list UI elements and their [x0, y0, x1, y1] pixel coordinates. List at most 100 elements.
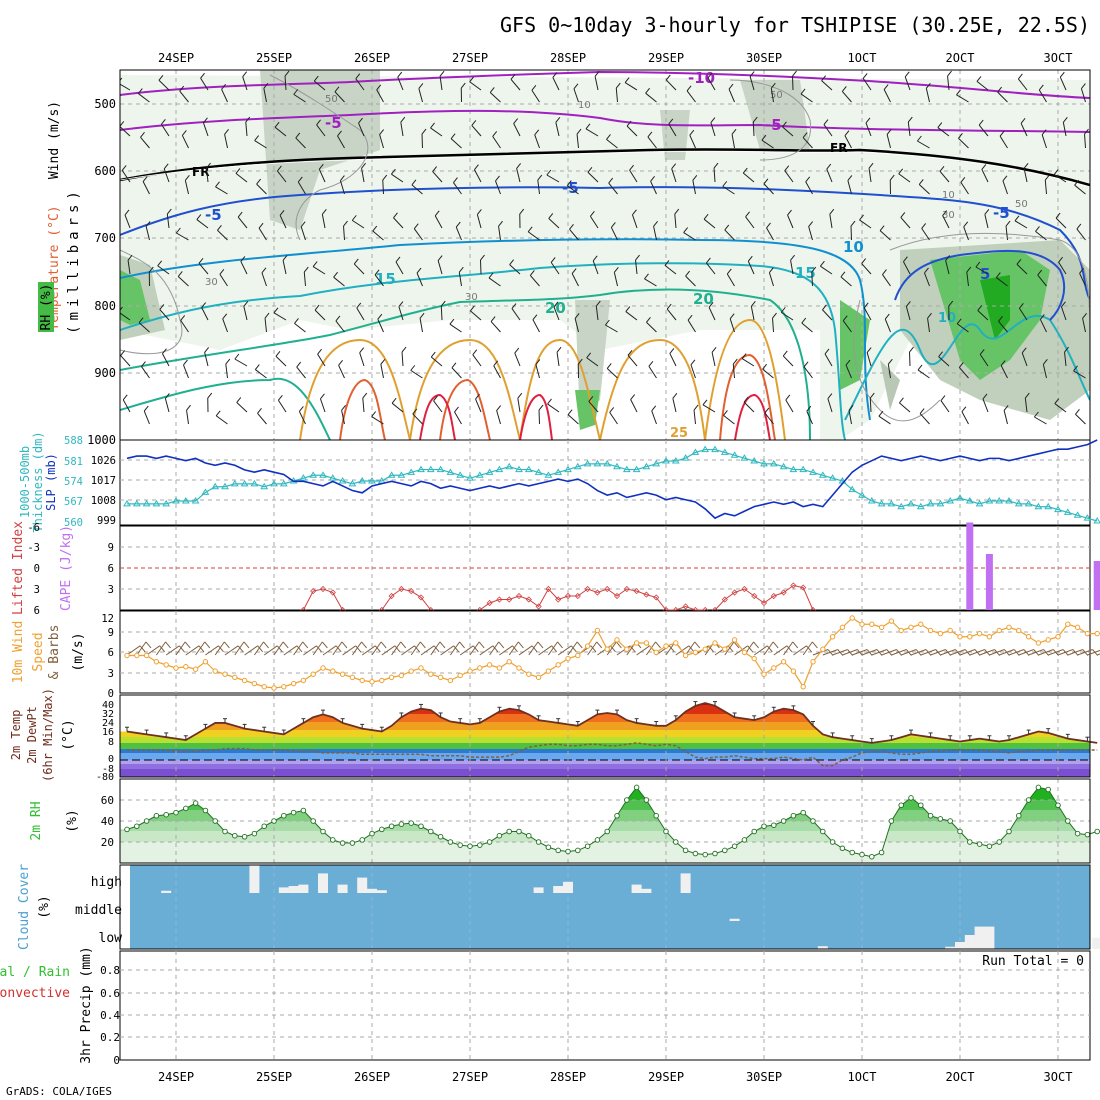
upper-wind-barb	[264, 318, 267, 333]
upper-wind-barb	[1053, 174, 1067, 183]
rh-point	[486, 839, 493, 845]
upper-wind-barb-flag	[513, 118, 519, 124]
upper-wind-barb	[878, 415, 891, 425]
upper-wind-barb-flag	[907, 116, 913, 123]
cloud-bg	[130, 865, 1090, 949]
upper-wind-barb	[1058, 261, 1067, 275]
upper-wind-barb-flag	[337, 130, 342, 137]
upper-wind-barb	[176, 232, 189, 241]
wind-barb	[881, 649, 897, 656]
rh-contour-label: 30	[942, 210, 955, 221]
upper-wind-barb-flag	[803, 361, 809, 368]
upper-wind-barb	[588, 401, 599, 413]
upper-wind-barb-flag	[275, 350, 281, 357]
upper-wind-barb	[610, 227, 618, 241]
upper-wind-barb	[887, 364, 891, 379]
upper-wind-barb-flag	[898, 168, 904, 175]
rh-point	[584, 843, 591, 849]
upper-wind-barb-flag	[159, 304, 165, 310]
upper-wind-barb	[899, 402, 911, 413]
upper-wind-barb-flag	[284, 70, 290, 77]
wind-barb-flag	[512, 645, 518, 653]
upper-wind-barb-flag	[1053, 169, 1059, 175]
wind-barb	[430, 641, 441, 656]
upper-wind-barb-flag	[586, 352, 592, 359]
upper-wind-barb-flag	[274, 121, 280, 128]
upper-wind-barb	[883, 89, 891, 103]
upper-wind-barb	[356, 307, 365, 321]
upper-wind-barb	[339, 180, 345, 195]
upper-wind-barb	[942, 215, 950, 229]
upper-wind-barb	[215, 415, 228, 425]
upper-wind-barb	[844, 135, 852, 149]
footer-credit: GrADS: COLA/IGES	[6, 1085, 112, 1098]
upper-wind-barb-flag	[243, 301, 249, 307]
wind-speed-point	[643, 640, 650, 646]
wind-speed-point	[506, 659, 512, 665]
upper-wind-barb	[982, 398, 989, 413]
wind-barb-flag	[145, 641, 152, 649]
upper-wind-barb	[958, 137, 969, 149]
upper-wind-barb	[630, 399, 638, 413]
upper-wind-barb	[555, 122, 560, 137]
upper-wind-barb-flag	[148, 266, 154, 273]
upper-wind-barb-flag	[567, 409, 573, 415]
thickness-point	[544, 471, 553, 478]
upper-wind-barb	[898, 173, 911, 183]
upper-wind-barb-flag	[261, 267, 267, 274]
upper-wind-barb	[984, 214, 989, 229]
upper-wind-barb-flag	[1062, 116, 1068, 123]
wind-barb	[567, 641, 578, 656]
rh-point	[516, 828, 522, 835]
upper-wind-barb	[1041, 134, 1047, 149]
top-date-labels: 24SEP 25SEP 26SEP 27SEP 28SEP 29SEP 30SE…	[158, 51, 1073, 65]
upper-wind-barb	[626, 125, 638, 137]
lifted-index-point	[594, 589, 601, 596]
upper-wind-barb	[975, 266, 989, 275]
thickness-point	[201, 488, 210, 495]
cloud-unit-label: (%)	[37, 895, 52, 918]
upper-wind-barb	[221, 89, 228, 103]
wind-barb-flag	[537, 641, 544, 649]
cloud-bar-high	[249, 865, 260, 893]
thickness-point	[279, 479, 288, 487]
thickness-point	[338, 477, 347, 484]
upper-wind-barb	[703, 218, 716, 229]
wind-speed-point	[888, 618, 895, 624]
rh-point	[163, 811, 169, 818]
thickness-point	[495, 465, 504, 473]
upper-wind-barb-flag	[686, 85, 692, 92]
upper-wind-barb	[455, 226, 462, 241]
upper-wind-barb	[242, 76, 248, 91]
wind-barb-flag	[590, 645, 597, 653]
lifted-index-point	[790, 582, 797, 589]
thickness-tick: 588	[64, 435, 83, 447]
upper-wind-barb-flag	[531, 84, 537, 91]
wind-speed-point	[741, 649, 748, 656]
wind-speed-point	[535, 674, 542, 681]
lifted-index-point	[770, 592, 777, 600]
wind-barb	[205, 645, 219, 656]
upper-wind-barb	[666, 308, 677, 321]
upper-wind-barb	[204, 352, 209, 367]
rh-point	[1055, 802, 1061, 809]
cloud-cover-panel: high middle low Cloud Cover (%)	[17, 864, 1100, 950]
rh-point	[1006, 828, 1012, 835]
wind-speed-point	[751, 655, 757, 662]
upper-wind-barb-flag	[472, 349, 478, 355]
upper-wind-barb	[432, 171, 443, 183]
upper-wind-barb-flag	[421, 128, 427, 135]
upper-wind-barb-flag	[537, 174, 543, 181]
wind-speed-point	[349, 674, 356, 681]
wind-barb	[979, 649, 995, 656]
upper-wind-barb	[142, 181, 150, 195]
wind-speed-point	[310, 671, 316, 677]
upper-wind-barb	[284, 75, 287, 91]
wind-tick: 12	[101, 613, 114, 625]
upper-wind-barb	[490, 321, 501, 333]
upper-wind-barb	[567, 185, 579, 195]
upper-wind-barb	[808, 226, 813, 241]
wind-barb-flag	[453, 645, 460, 653]
upper-wind-barb-flag	[840, 271, 846, 278]
lifted-index-point	[613, 592, 621, 600]
